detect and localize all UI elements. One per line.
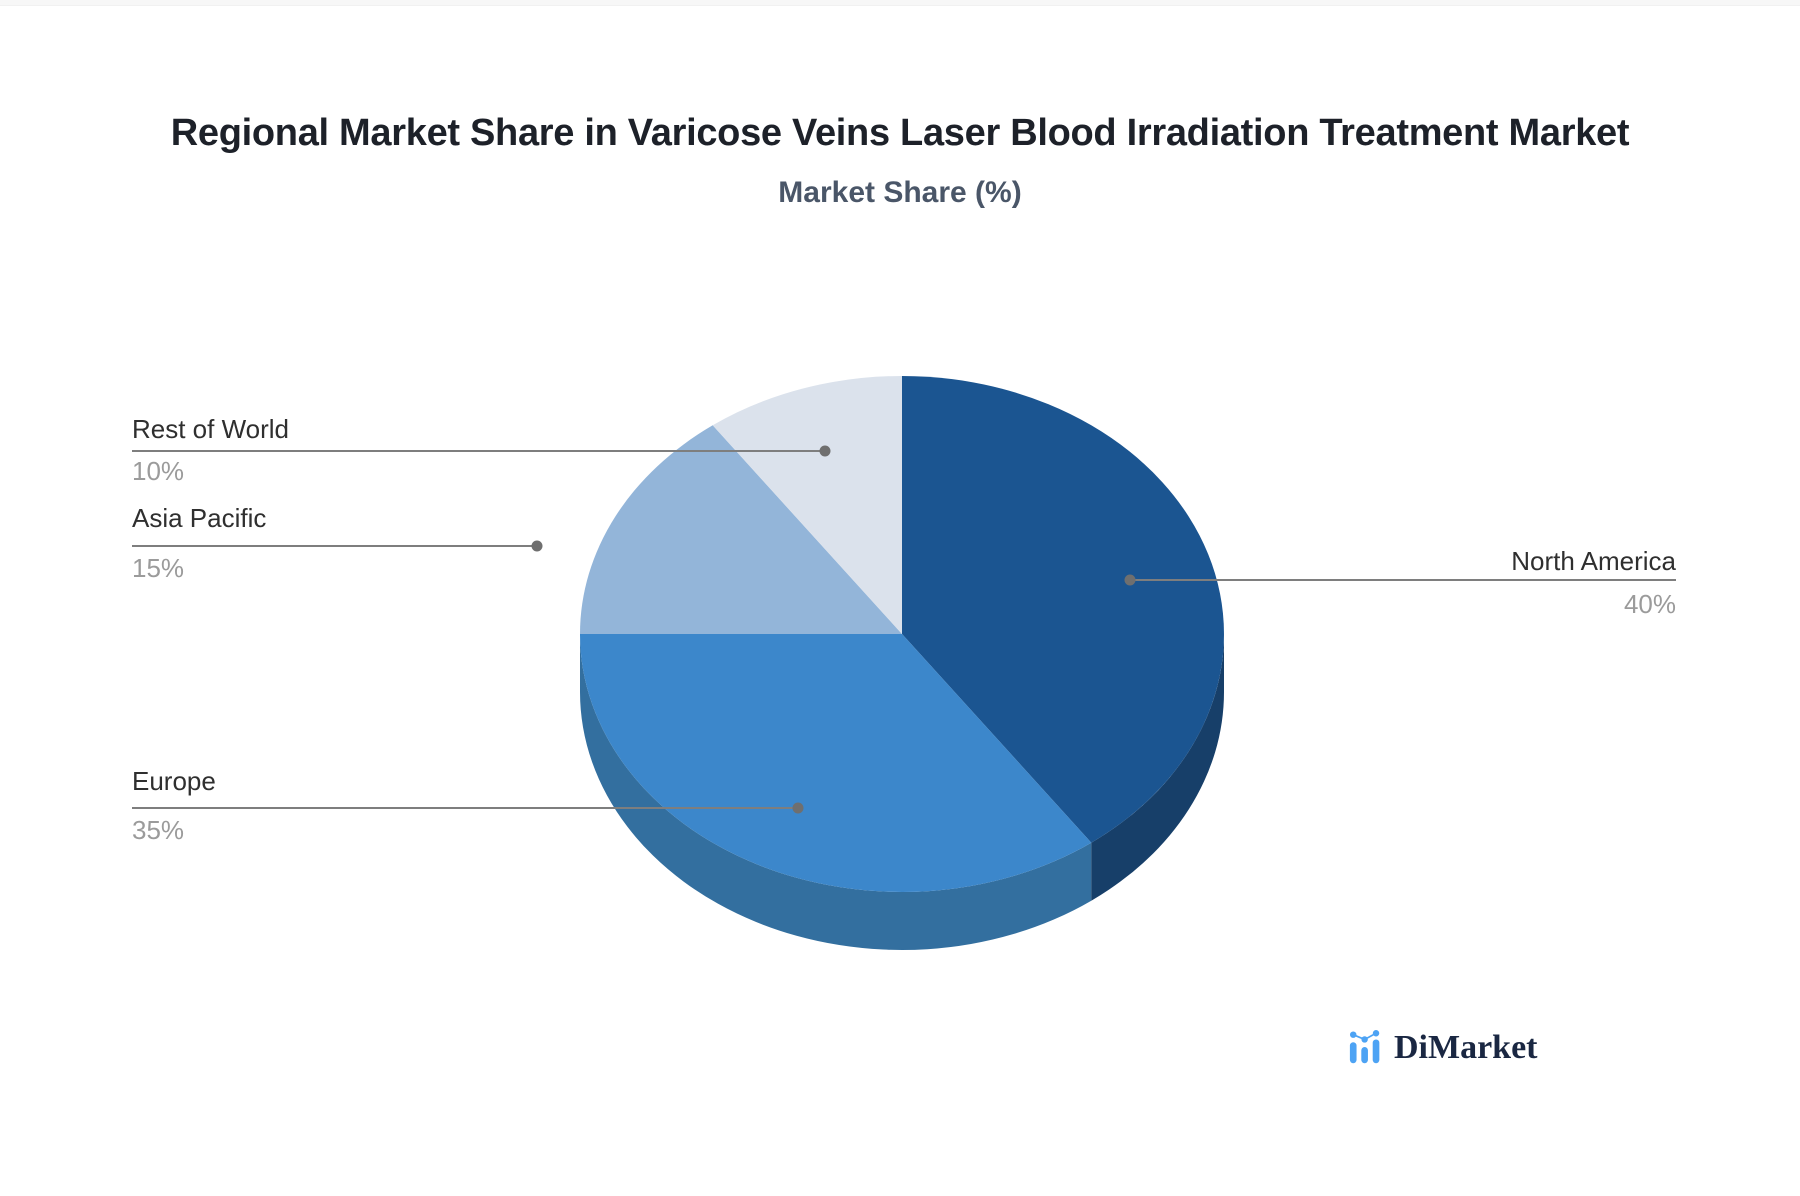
pie-slice-europe-side: [580, 634, 1092, 950]
callout-label-asia-pacific: Asia Pacific: [132, 503, 267, 533]
brand-logo-text: DiMarket: [1394, 1029, 1538, 1066]
callout-label-rest-of-world: Rest of World: [132, 414, 290, 444]
pie-slice-north-america-side: [1091, 634, 1224, 901]
chart-subtitle: Market Share (%): [778, 176, 1022, 209]
leader-dot-rest-of-world: [819, 445, 831, 457]
pie-slice-asia-pacific: [580, 425, 902, 634]
brand-logo: DiMarket: [1348, 1028, 1538, 1068]
chart-title: Regional Market Share in Varicose Veins …: [170, 112, 1630, 154]
callout-percent-rest-of-world: 10%: [132, 456, 185, 486]
leader-dot-north-america: [1124, 574, 1136, 586]
callout-percent-asia-pacific: 15%: [132, 553, 185, 583]
callout-percent-north-america: 40%: [1623, 589, 1676, 619]
bar-line-chart-icon: [1349, 1030, 1380, 1064]
pie-slice-north-america: [902, 376, 1224, 843]
callout-label-europe: Europe: [132, 766, 216, 796]
pie-slice-europe: [580, 634, 1092, 892]
top-edge-strip: [0, 0, 1800, 6]
pie-slice-rest-of-world: [712, 376, 902, 634]
callout-label-north-america: North America: [1511, 546, 1676, 576]
leader-dot-asia-pacific: [531, 540, 543, 552]
callout-percent-europe: 35%: [132, 815, 185, 845]
leader-dot-europe: [792, 802, 804, 814]
